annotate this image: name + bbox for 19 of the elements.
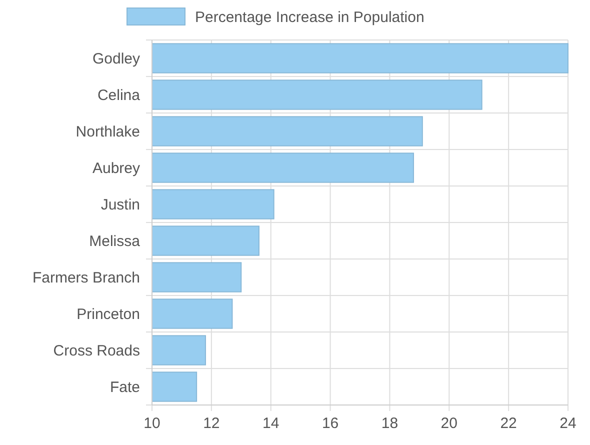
x-tick-label: 22 <box>500 415 517 432</box>
x-tick-label: 18 <box>381 415 398 432</box>
x-tick-label: 16 <box>322 415 339 432</box>
y-tick-label: Justin <box>100 196 140 214</box>
y-tick-label: Godley <box>92 50 140 68</box>
legend-label: Percentage Increase in Population <box>195 9 424 26</box>
x-tick-label: 10 <box>144 415 160 432</box>
y-tick-label: Melissa <box>89 232 141 250</box>
x-tick-label: 14 <box>262 415 280 432</box>
y-tick-label: Farmers Branch <box>32 269 140 286</box>
y-tick-label: Cross Roads <box>53 342 140 360</box>
y-tick-label: Celina <box>97 86 141 104</box>
x-tick-label: 12 <box>203 415 220 432</box>
x-tick-label: 24 <box>560 415 576 432</box>
y-tick-label: Aubrey <box>92 160 140 177</box>
y-tick-label: Northlake <box>76 123 140 140</box>
y-tick-label: Fate <box>110 378 140 396</box>
x-tick-label: 20 <box>440 415 458 432</box>
y-tick-label: Princeton <box>76 306 140 323</box>
